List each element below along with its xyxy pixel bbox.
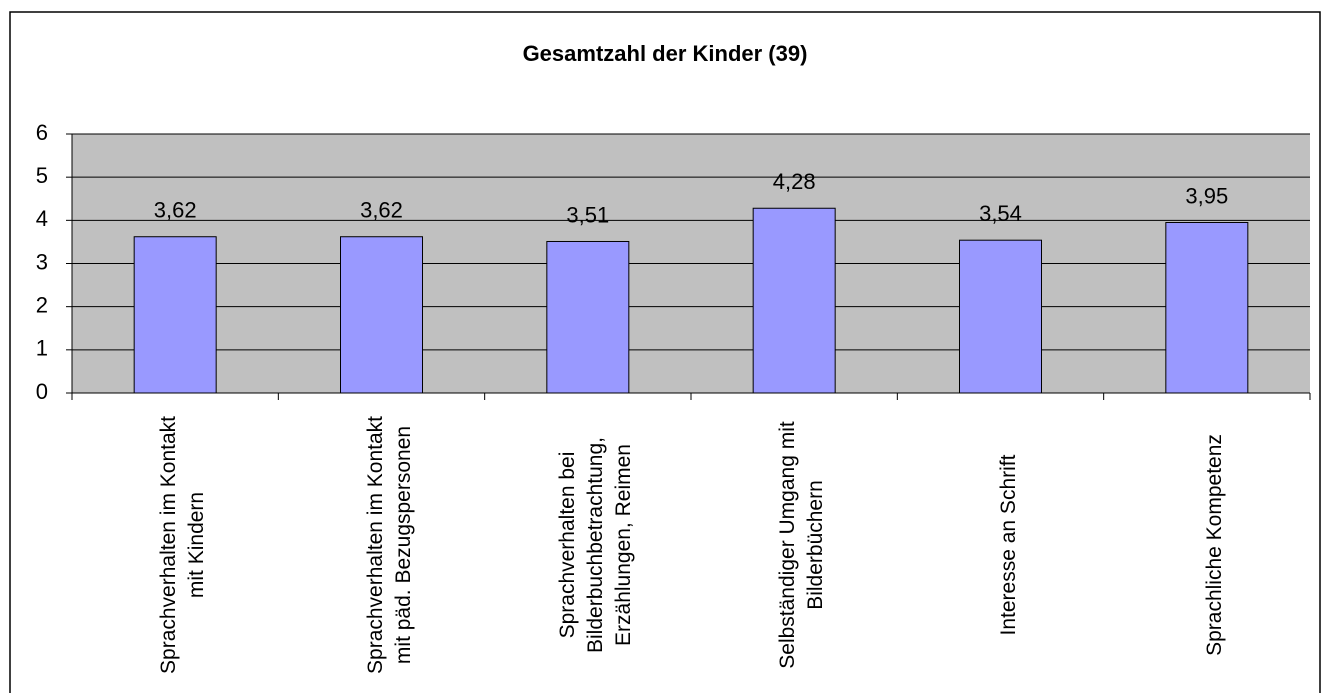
chart-title: Gesamtzahl der Kinder (39) (523, 41, 808, 66)
y-tick-label: 0 (36, 379, 48, 404)
bar (959, 239, 1042, 394)
value-label: 3,95 (1185, 183, 1228, 208)
bar (1165, 221, 1249, 394)
y-tick-label: 3 (36, 249, 48, 274)
x-tick-label: Selbständiger Umgang mit Bilderbüchern (776, 421, 828, 669)
x-tick-label: Interesse an Schrift (996, 454, 1020, 636)
value-label: 3,51 (566, 202, 609, 227)
x-tick-label: Sprachverhalten bei Bilderbuchbetrachtun… (555, 437, 635, 653)
x-tick-label: Sprachverhalten im Kontakt mit Kindern (157, 416, 209, 674)
bar (133, 236, 217, 394)
value-label: 4,28 (773, 169, 816, 194)
bar (340, 236, 423, 394)
x-tick-label: Sprachverhalten im Kontakt mit päd. Bezu… (363, 416, 415, 674)
y-tick-label: 1 (36, 336, 48, 361)
value-label: 3,62 (154, 198, 197, 223)
x-tick-label: Sprachliche Kompetenz (1202, 434, 1226, 656)
y-tick-label: 4 (36, 206, 48, 231)
bar (752, 207, 836, 394)
y-tick-label: 5 (36, 163, 48, 188)
y-tick-label: 6 (36, 120, 48, 145)
y-tick-label: 2 (36, 292, 48, 317)
bar (546, 240, 630, 394)
value-label: 3,62 (360, 198, 403, 223)
value-label: 3,54 (979, 201, 1022, 226)
